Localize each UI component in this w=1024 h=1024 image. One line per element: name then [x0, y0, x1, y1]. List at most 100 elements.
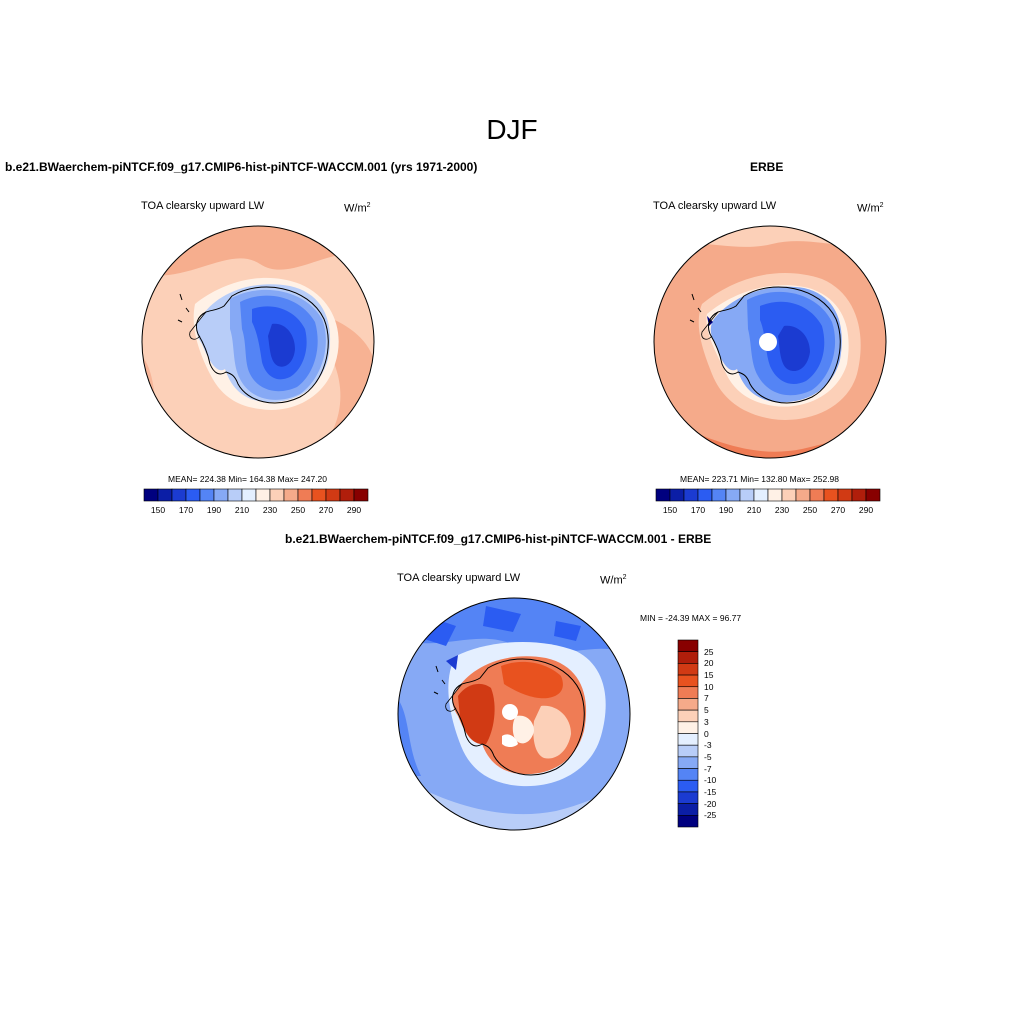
obs-colorbar-ticks: 150 170 190 210 230 250 270 290	[656, 505, 880, 517]
obs-colorbar-tick-label: 290	[858, 505, 874, 515]
obs-colorbar-swatch	[753, 488, 769, 502]
obs-colorbar-swatch	[739, 488, 755, 502]
diff-colorbar-swatch	[677, 721, 699, 734]
obs-colorbar-swatch	[655, 488, 671, 502]
diff-colorbar-swatch	[677, 698, 699, 711]
model-colorbar-tick-label: 270	[318, 505, 334, 515]
model-colorbar-ticks: 150 170 190 210 230 250 270 290	[144, 505, 368, 517]
diff-colorbar-swatch	[677, 663, 699, 676]
diff-antarctica-coast	[451, 658, 585, 776]
diff-colorbar-swatch	[677, 733, 699, 746]
model-polar-map	[141, 225, 375, 459]
obs-colorbar-swatch	[781, 488, 797, 502]
diff-colorbar-tick-label: -5	[704, 751, 712, 762]
obs-antarctica-coast	[707, 286, 841, 404]
model-colorbar-swatch	[227, 488, 243, 502]
obs-polar-map	[653, 225, 887, 459]
diff-colorbar-tick-label: 0	[704, 728, 709, 739]
model-colorbar-tick-label: 250	[290, 505, 306, 515]
model-colorbar-swatch	[157, 488, 173, 502]
obs-colorbar-swatch	[669, 488, 685, 502]
obs-colorbar-swatch	[823, 488, 839, 502]
obs-colorbar-swatch	[795, 488, 811, 502]
model-colorbar-tick-label: 170	[178, 505, 194, 515]
figure-title: DJF	[486, 114, 538, 145]
obs-colorbar-tick-label: 210	[746, 505, 762, 515]
model-stats: MEAN= 224.38 Min= 164.38 Max= 247.20	[168, 474, 328, 484]
obs-units-label: W/m2	[857, 202, 884, 215]
diff-panel-title: b.e21.BWaerchem-piNTCF.f09_g17.CMIP6-his…	[285, 532, 712, 546]
obs-colorbar-tick-label: 270	[830, 505, 846, 515]
model-colorbar-tick-label: 290	[346, 505, 362, 515]
obs-colorbar-swatch	[809, 488, 825, 502]
diff-colorbar-tick-label: -3	[704, 740, 712, 751]
diff-colorbar-swatch	[677, 803, 699, 816]
obs-colorbar-swatch	[725, 488, 741, 502]
obs-colorbar-swatch	[711, 488, 727, 502]
diff-colorbar-swatch	[677, 815, 699, 828]
diff-colorbar-swatch	[677, 651, 699, 664]
diff-colorbar	[677, 639, 699, 828]
obs-colorbar-swatch	[697, 488, 713, 502]
diff-colorbar-tick-label: 10	[704, 681, 714, 692]
diff-colorbar-tick-label: 5	[704, 705, 709, 716]
obs-colorbar-tick-label: 150	[662, 505, 678, 515]
diff-colorbar-tick-label: -20	[704, 798, 717, 809]
diff-variable-label: TOA clearsky upward LW	[397, 572, 521, 584]
obs-stats: MEAN= 223.71 Min= 132.80 Max= 252.98	[680, 474, 840, 484]
model-colorbar-swatch	[297, 488, 313, 502]
diff-colorbar-swatch	[677, 756, 699, 769]
obs-colorbar-tick-label: 170	[690, 505, 706, 515]
diff-colorbar-swatch	[677, 768, 699, 781]
diff-colorbar-swatch	[677, 674, 699, 688]
model-colorbar-swatch	[353, 488, 369, 502]
model-antarctica-coast	[195, 286, 329, 404]
diff-polar-map	[397, 597, 631, 831]
model-colorbar-swatch	[199, 488, 215, 502]
model-colorbar-swatch	[143, 488, 159, 502]
model-colorbar-tick-label: 150	[150, 505, 166, 515]
obs-colorbar-tick-label: 250	[802, 505, 818, 515]
obs-colorbar-tick-label: 190	[718, 505, 734, 515]
diff-colorbar-tick-label: -25	[704, 810, 717, 821]
obs-colorbar-swatch	[851, 488, 867, 502]
model-colorbar-swatch	[241, 488, 257, 502]
diff-colorbar-tick-label: 25	[704, 646, 714, 657]
diff-colorbar-tick-label: 7	[704, 693, 709, 704]
diff-colorbar-ticks: 25 20 15 10 7 5 3 0 -3 -5 -7 -10 -15 -20 -25	[704, 640, 744, 827]
model-colorbar-swatch	[311, 488, 327, 502]
model-colorbar-swatch	[339, 488, 355, 502]
diff-colorbar-swatch	[677, 791, 699, 804]
model-colorbar-swatch	[213, 488, 229, 502]
model-colorbar-tick-label: 210	[234, 505, 250, 515]
obs-panel-title: ERBE	[750, 160, 784, 174]
model-colorbar-swatch	[283, 488, 299, 502]
obs-colorbar-swatch	[837, 488, 853, 502]
model-colorbar-swatch	[269, 488, 285, 502]
model-variable-label: TOA clearsky upward LW	[141, 200, 265, 212]
model-colorbar	[143, 488, 369, 502]
diff-colorbar-tick-label: -7	[704, 763, 712, 774]
diff-min-max: MIN = -24.39 MAX = 96.77	[640, 613, 742, 623]
diff-colorbar-tick-label: 15	[704, 670, 714, 681]
model-colorbar-swatch	[325, 488, 341, 502]
diff-colorbar-swatch	[677, 779, 699, 793]
model-colorbar-swatch	[185, 488, 201, 502]
obs-colorbar-swatch	[683, 488, 699, 502]
obs-variable-label: TOA clearsky upward LW	[653, 200, 777, 212]
diff-colorbar-swatch	[677, 639, 699, 652]
model-plateau-core	[268, 323, 295, 367]
diff-colorbar-tick-label: -15	[704, 786, 717, 797]
model-colorbar-swatch	[255, 488, 271, 502]
model-units-label: W/m2	[344, 202, 371, 215]
diff-colorbar-tick-label: 20	[704, 658, 714, 669]
diff-colorbar-tick-label: 3	[704, 716, 709, 727]
diff-colorbar-swatch	[677, 744, 699, 758]
diff-colorbar-swatch	[677, 709, 699, 723]
model-colorbar-tick-label: 190	[206, 505, 222, 515]
diff-colorbar-swatch	[677, 686, 699, 699]
obs-polar-gap	[759, 333, 777, 351]
model-colorbar-swatch	[171, 488, 187, 502]
obs-colorbar-tick-label: 230	[774, 505, 790, 515]
obs-plateau-core	[778, 325, 810, 372]
